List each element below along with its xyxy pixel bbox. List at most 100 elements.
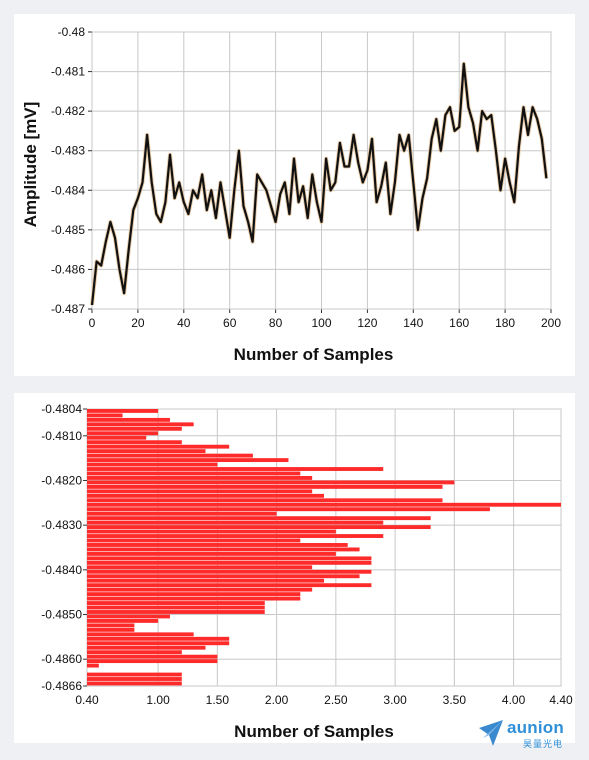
top-series-line	[90, 62, 548, 306]
histogram-bar	[87, 417, 170, 422]
top-y-tick-label: -0.481	[51, 65, 85, 79]
histogram-bar	[87, 507, 490, 512]
top-x-axis-label: Number of Samples	[234, 345, 394, 364]
histogram-bar	[87, 449, 206, 454]
histogram-bar	[87, 627, 135, 632]
top-y-tick-label: -0.487	[51, 302, 85, 316]
histogram-bar	[87, 502, 561, 507]
histogram-bar	[87, 560, 372, 565]
bottom-x-tick-label: 4.40	[549, 693, 573, 707]
histogram-bar	[87, 525, 431, 530]
histogram-bar	[87, 516, 431, 521]
histogram-bar	[87, 538, 301, 543]
bottom-y-tick-label: -0.4840	[41, 563, 82, 577]
histogram-bar	[87, 551, 336, 556]
histogram-bar	[87, 645, 206, 650]
histogram-bar	[87, 587, 313, 592]
bottom-x-axis-label: Number of Samples	[234, 722, 394, 741]
top-x-tick-label: 200	[541, 316, 561, 330]
histogram-bar	[87, 610, 265, 614]
top-y-axis-label: Amplitude [mV]	[21, 102, 40, 228]
histogram-bar	[87, 632, 194, 637]
histogram-bar	[87, 601, 265, 605]
bottom-x-tick-label: 0.40	[75, 693, 99, 707]
histogram-bar	[87, 435, 147, 440]
histogram-bar	[87, 413, 123, 418]
bottom-x-tick-label: 1.50	[206, 693, 230, 707]
histogram-bar	[87, 462, 218, 467]
histogram-bar	[87, 614, 170, 619]
histogram-bar	[87, 659, 218, 664]
histogram-bar	[87, 453, 253, 458]
histogram-bar	[87, 458, 289, 463]
histogram-bar	[87, 440, 182, 445]
top-y-tick-label: -0.48	[58, 25, 86, 39]
top-x-tick-label: 160	[449, 316, 469, 330]
histogram-bar	[87, 471, 301, 476]
histogram-bar	[87, 543, 348, 547]
histogram-bar	[87, 654, 218, 659]
logo-brand-text: aunion	[507, 718, 564, 737]
histogram-bar	[87, 476, 313, 480]
histogram-bar	[87, 444, 230, 449]
histogram-bar	[87, 426, 182, 431]
histogram-bar	[87, 529, 336, 534]
bottom-x-tick-label: 1.00	[146, 693, 170, 707]
histogram-bar	[87, 489, 313, 494]
histogram-bar	[87, 484, 443, 489]
bottom-y-tick-label: -0.4866	[41, 679, 82, 693]
top-y-tick-label: -0.482	[51, 104, 85, 118]
top-x-tick-label: 100	[311, 316, 331, 330]
top-x-tick-label: 180	[495, 316, 515, 330]
bottom-y-tick-label: -0.4830	[41, 518, 82, 532]
histogram-bar	[87, 556, 372, 561]
top-x-tick-label: 0	[89, 316, 96, 330]
histogram-bar	[87, 596, 301, 601]
logo-sub-text: 昊量光电	[523, 739, 564, 749]
bottom-x-tick-label: 4.00	[502, 693, 526, 707]
histogram-bar	[87, 565, 313, 570]
top-x-tick-label: 60	[223, 316, 237, 330]
bottom-x-tick-label: 2.00	[265, 693, 289, 707]
bottom-y-tick-label: -0.4850	[41, 608, 82, 622]
histogram-bar	[87, 480, 455, 485]
top-x-tick-label: 120	[357, 316, 377, 330]
histogram-bar	[87, 409, 159, 413]
paper-plane-icon	[479, 720, 503, 746]
top-y-tick-label: -0.484	[51, 183, 85, 197]
bottom-x-tick-label: 3.50	[443, 693, 467, 707]
histogram-bar	[87, 578, 324, 583]
histogram-bar	[87, 592, 301, 597]
top-x-tick-label: 20	[131, 316, 145, 330]
histogram-bar	[87, 605, 265, 610]
histogram-bar	[87, 677, 182, 681]
top-x-tick-label: 140	[403, 316, 423, 330]
histogram-bar	[87, 650, 182, 655]
top-y-tick-label: -0.485	[51, 223, 85, 237]
histogram-bar	[87, 672, 182, 677]
histogram-bar	[87, 623, 135, 628]
histogram-bar	[87, 583, 372, 588]
bottom-x-tick-label: 3.00	[383, 693, 407, 707]
histogram-bar	[87, 574, 360, 579]
top-y-tick-label: -0.486	[51, 262, 85, 276]
histogram-bar	[87, 618, 159, 623]
histogram-bar	[87, 520, 384, 525]
histogram-bar	[87, 547, 360, 552]
histogram-bar	[87, 641, 230, 646]
bottom-x-tick-label: 2.50	[324, 693, 348, 707]
top-x-tick-label: 80	[269, 316, 283, 330]
histogram-bar	[87, 663, 99, 668]
histogram-bar	[87, 681, 182, 686]
histogram-bar	[87, 534, 384, 538]
top-x-tick-label: 40	[177, 316, 191, 330]
histogram-bar	[87, 493, 324, 498]
histogram-bar	[87, 467, 384, 471]
histogram-bar	[87, 422, 194, 427]
top-y-tick-label: -0.483	[51, 144, 85, 158]
histogram-bar	[87, 569, 372, 574]
histogram-bar	[87, 636, 230, 641]
brand-logo: aunion 昊量光电	[477, 716, 577, 750]
bottom-y-tick-label: -0.4860	[41, 652, 82, 666]
